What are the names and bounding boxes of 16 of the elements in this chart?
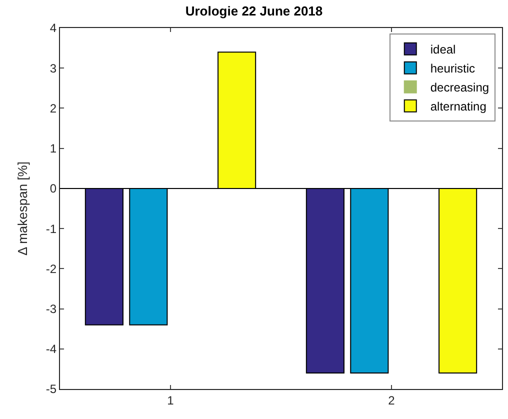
y-tick-label: -4 [46, 342, 57, 356]
y-tick-label: 0 [50, 182, 57, 196]
y-tick-label: 3 [50, 61, 57, 76]
y-tick-label: -5 [46, 382, 57, 396]
y-axis-title: Δ makespan [%] [14, 162, 30, 256]
y-tick-label: -1 [46, 222, 57, 236]
y-tick-label: 4 [50, 21, 57, 36]
legend-label: decreasing [430, 80, 490, 95]
y-tick-label: 1 [50, 142, 57, 156]
y-tick-label: -2 [46, 262, 57, 276]
legend-label: ideal [430, 42, 456, 57]
y-tick-label: 2 [50, 101, 57, 116]
legend-label: heuristic [430, 62, 476, 76]
legend-label: alternating [430, 100, 486, 114]
chart-title: Urologie 22 June 2018 [185, 3, 323, 18]
y-tick-label: -3 [46, 302, 57, 316]
